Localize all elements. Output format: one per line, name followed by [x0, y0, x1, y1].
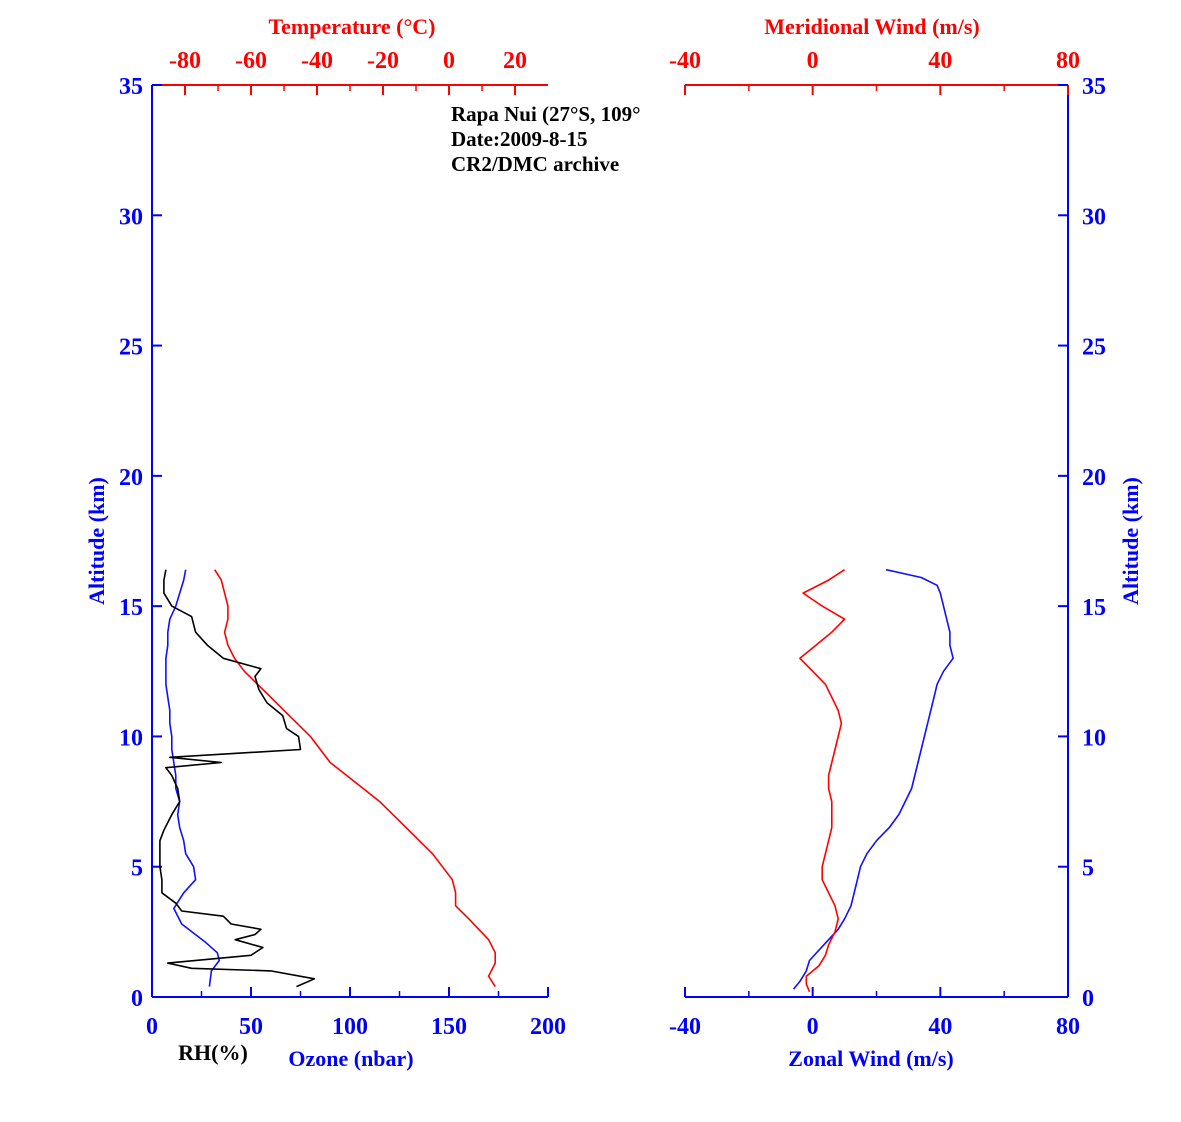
- station-label: Rapa Nui (27°S, 109°: [451, 102, 641, 126]
- rh-axis-label: RH(%): [178, 1040, 248, 1065]
- x-tick-label-top: 0: [443, 48, 455, 74]
- x-tick-label-top: 80: [1056, 48, 1080, 74]
- x-tick-label-bottom: 50: [239, 1014, 263, 1040]
- y-axis-label: Altitude (km): [1118, 477, 1143, 605]
- x-axis-label-top: Temperature (°C): [268, 14, 435, 39]
- y-tick-label: 5: [131, 856, 143, 882]
- y-tick-label: 20: [119, 465, 143, 491]
- x-tick-label-bottom: 100: [332, 1014, 368, 1040]
- y-tick-label: 10: [1082, 725, 1106, 751]
- x-tick-label-top: 40: [928, 48, 952, 74]
- x-tick-label-bottom: 40: [928, 1014, 952, 1040]
- series-line-0: [792, 568, 954, 990]
- series-line-1: [214, 569, 497, 988]
- x-tick-label-top: -40: [669, 48, 701, 74]
- x-tick-label-top: -20: [367, 48, 399, 74]
- y-tick-label: 35: [119, 74, 143, 100]
- y-tick-label: 15: [119, 595, 143, 621]
- x-tick-label-bottom: 150: [431, 1014, 467, 1040]
- y-tick-label: 10: [119, 725, 143, 751]
- x-tick-label-bottom: -40: [669, 1014, 701, 1040]
- x-tick-label-bottom: 200: [530, 1014, 566, 1040]
- y-tick-label: 25: [1082, 335, 1106, 361]
- y-tick-label: 20: [1082, 465, 1106, 491]
- archive-label: CR2/DMC archive: [451, 152, 619, 176]
- series-line-1: [799, 569, 846, 993]
- x-tick-label-top: -40: [301, 48, 333, 74]
- series-line-0: [165, 569, 221, 987]
- date-label: Date:2009-8-15: [451, 127, 587, 151]
- x-tick-label-top: 20: [503, 48, 527, 74]
- y-tick-label: 0: [131, 986, 143, 1012]
- x-tick-label-top: -80: [169, 48, 201, 74]
- y-tick-label: 35: [1082, 74, 1106, 100]
- y-tick-label: 0: [1082, 986, 1094, 1012]
- y-tick-label: 5: [1082, 856, 1094, 882]
- y-tick-label: 30: [119, 204, 143, 230]
- y-axis-label: Altitude (km): [84, 477, 109, 605]
- y-tick-label: 15: [1082, 595, 1106, 621]
- x-axis-label-bottom: Ozone (nbar): [288, 1046, 413, 1071]
- x-tick-label-bottom: 0: [807, 1014, 819, 1040]
- x-tick-label-top: -60: [235, 48, 267, 74]
- x-axis-label-top: Meridional Wind (m/s): [764, 14, 980, 39]
- series-line-2: [159, 569, 316, 988]
- x-axis-label-bottom: Zonal Wind (m/s): [788, 1046, 953, 1071]
- y-tick-label: 30: [1082, 204, 1106, 230]
- x-tick-label-bottom: 80: [1056, 1014, 1080, 1040]
- left-panel: 0 50 100 150 200-80 -60 -40 -20 0 200510152025303…: [84, 14, 566, 1071]
- x-tick-label-top: 0: [807, 48, 819, 74]
- y-tick-label: 25: [119, 335, 143, 361]
- x-tick-label-bottom: 0: [146, 1014, 158, 1040]
